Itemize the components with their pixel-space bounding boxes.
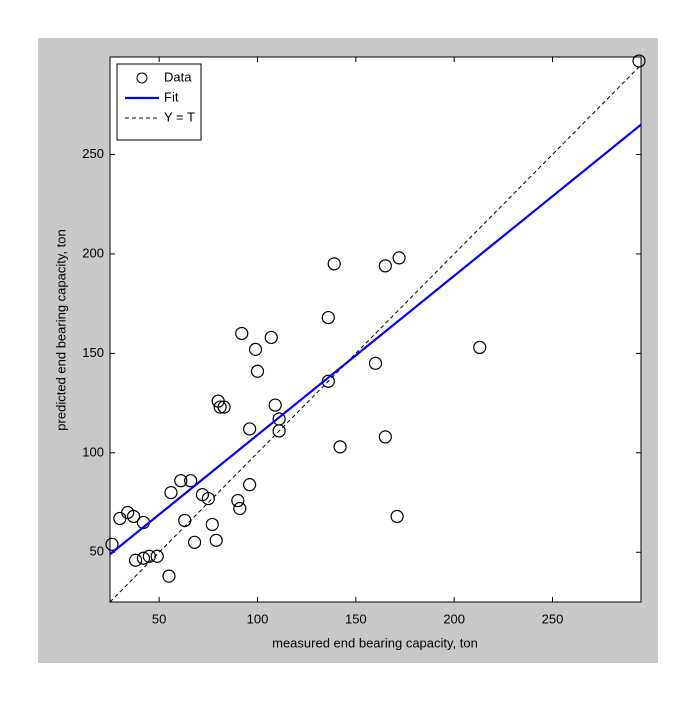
data-point bbox=[243, 478, 257, 492]
data-point bbox=[233, 501, 247, 516]
data-point bbox=[217, 400, 231, 414]
data-point bbox=[390, 509, 404, 524]
data-point bbox=[213, 400, 227, 414]
data-point bbox=[150, 549, 164, 563]
data-point bbox=[378, 430, 392, 444]
x-tick-label: 200 bbox=[443, 611, 465, 626]
data-point bbox=[174, 474, 188, 488]
data-point bbox=[268, 398, 282, 412]
y-tick-label: 50 bbox=[90, 544, 104, 559]
y-tick-label: 250 bbox=[82, 146, 104, 161]
data-point bbox=[321, 310, 335, 325]
data-point bbox=[105, 537, 119, 551]
y-tick-label: 200 bbox=[82, 245, 104, 260]
y-tick-label: 100 bbox=[82, 444, 104, 459]
fit-line bbox=[110, 123, 641, 556]
data-point bbox=[392, 251, 406, 265]
data-point bbox=[378, 259, 392, 273]
data-point bbox=[250, 364, 265, 378]
y-tick-label: 150 bbox=[82, 345, 104, 360]
data-point bbox=[231, 493, 245, 508]
data-point bbox=[184, 474, 198, 488]
y-axis-label: predicted end bearing capacity, ton bbox=[53, 229, 68, 430]
legend-marker bbox=[136, 72, 148, 84]
data-point bbox=[187, 535, 202, 549]
legend-label: Data bbox=[164, 69, 192, 84]
x-tick-label: 250 bbox=[542, 611, 564, 626]
data-point bbox=[205, 517, 219, 532]
data-point bbox=[136, 551, 151, 565]
legend-label: Y = T bbox=[164, 109, 195, 124]
x-tick-label: 150 bbox=[345, 611, 367, 626]
data-point bbox=[127, 509, 141, 524]
data-point bbox=[164, 486, 178, 500]
x-tick-label: 100 bbox=[247, 611, 269, 626]
data-point bbox=[264, 330, 278, 345]
data-point bbox=[209, 533, 223, 547]
data-point bbox=[272, 424, 286, 438]
legend-box bbox=[116, 63, 202, 141]
data-point bbox=[201, 491, 215, 506]
data-point bbox=[473, 340, 487, 355]
data-point bbox=[235, 326, 249, 341]
data-point bbox=[128, 553, 143, 567]
data-point bbox=[327, 257, 341, 271]
plot-area bbox=[109, 56, 642, 603]
data-point bbox=[248, 342, 263, 356]
data-point bbox=[368, 356, 383, 370]
data-point bbox=[333, 440, 347, 454]
x-tick-label: 50 bbox=[152, 611, 166, 626]
legend-label: Fit bbox=[164, 89, 179, 104]
x-axis-label: measured end bearing capacity, ton bbox=[272, 635, 478, 650]
data-point bbox=[162, 569, 176, 583]
data-point bbox=[243, 422, 257, 436]
